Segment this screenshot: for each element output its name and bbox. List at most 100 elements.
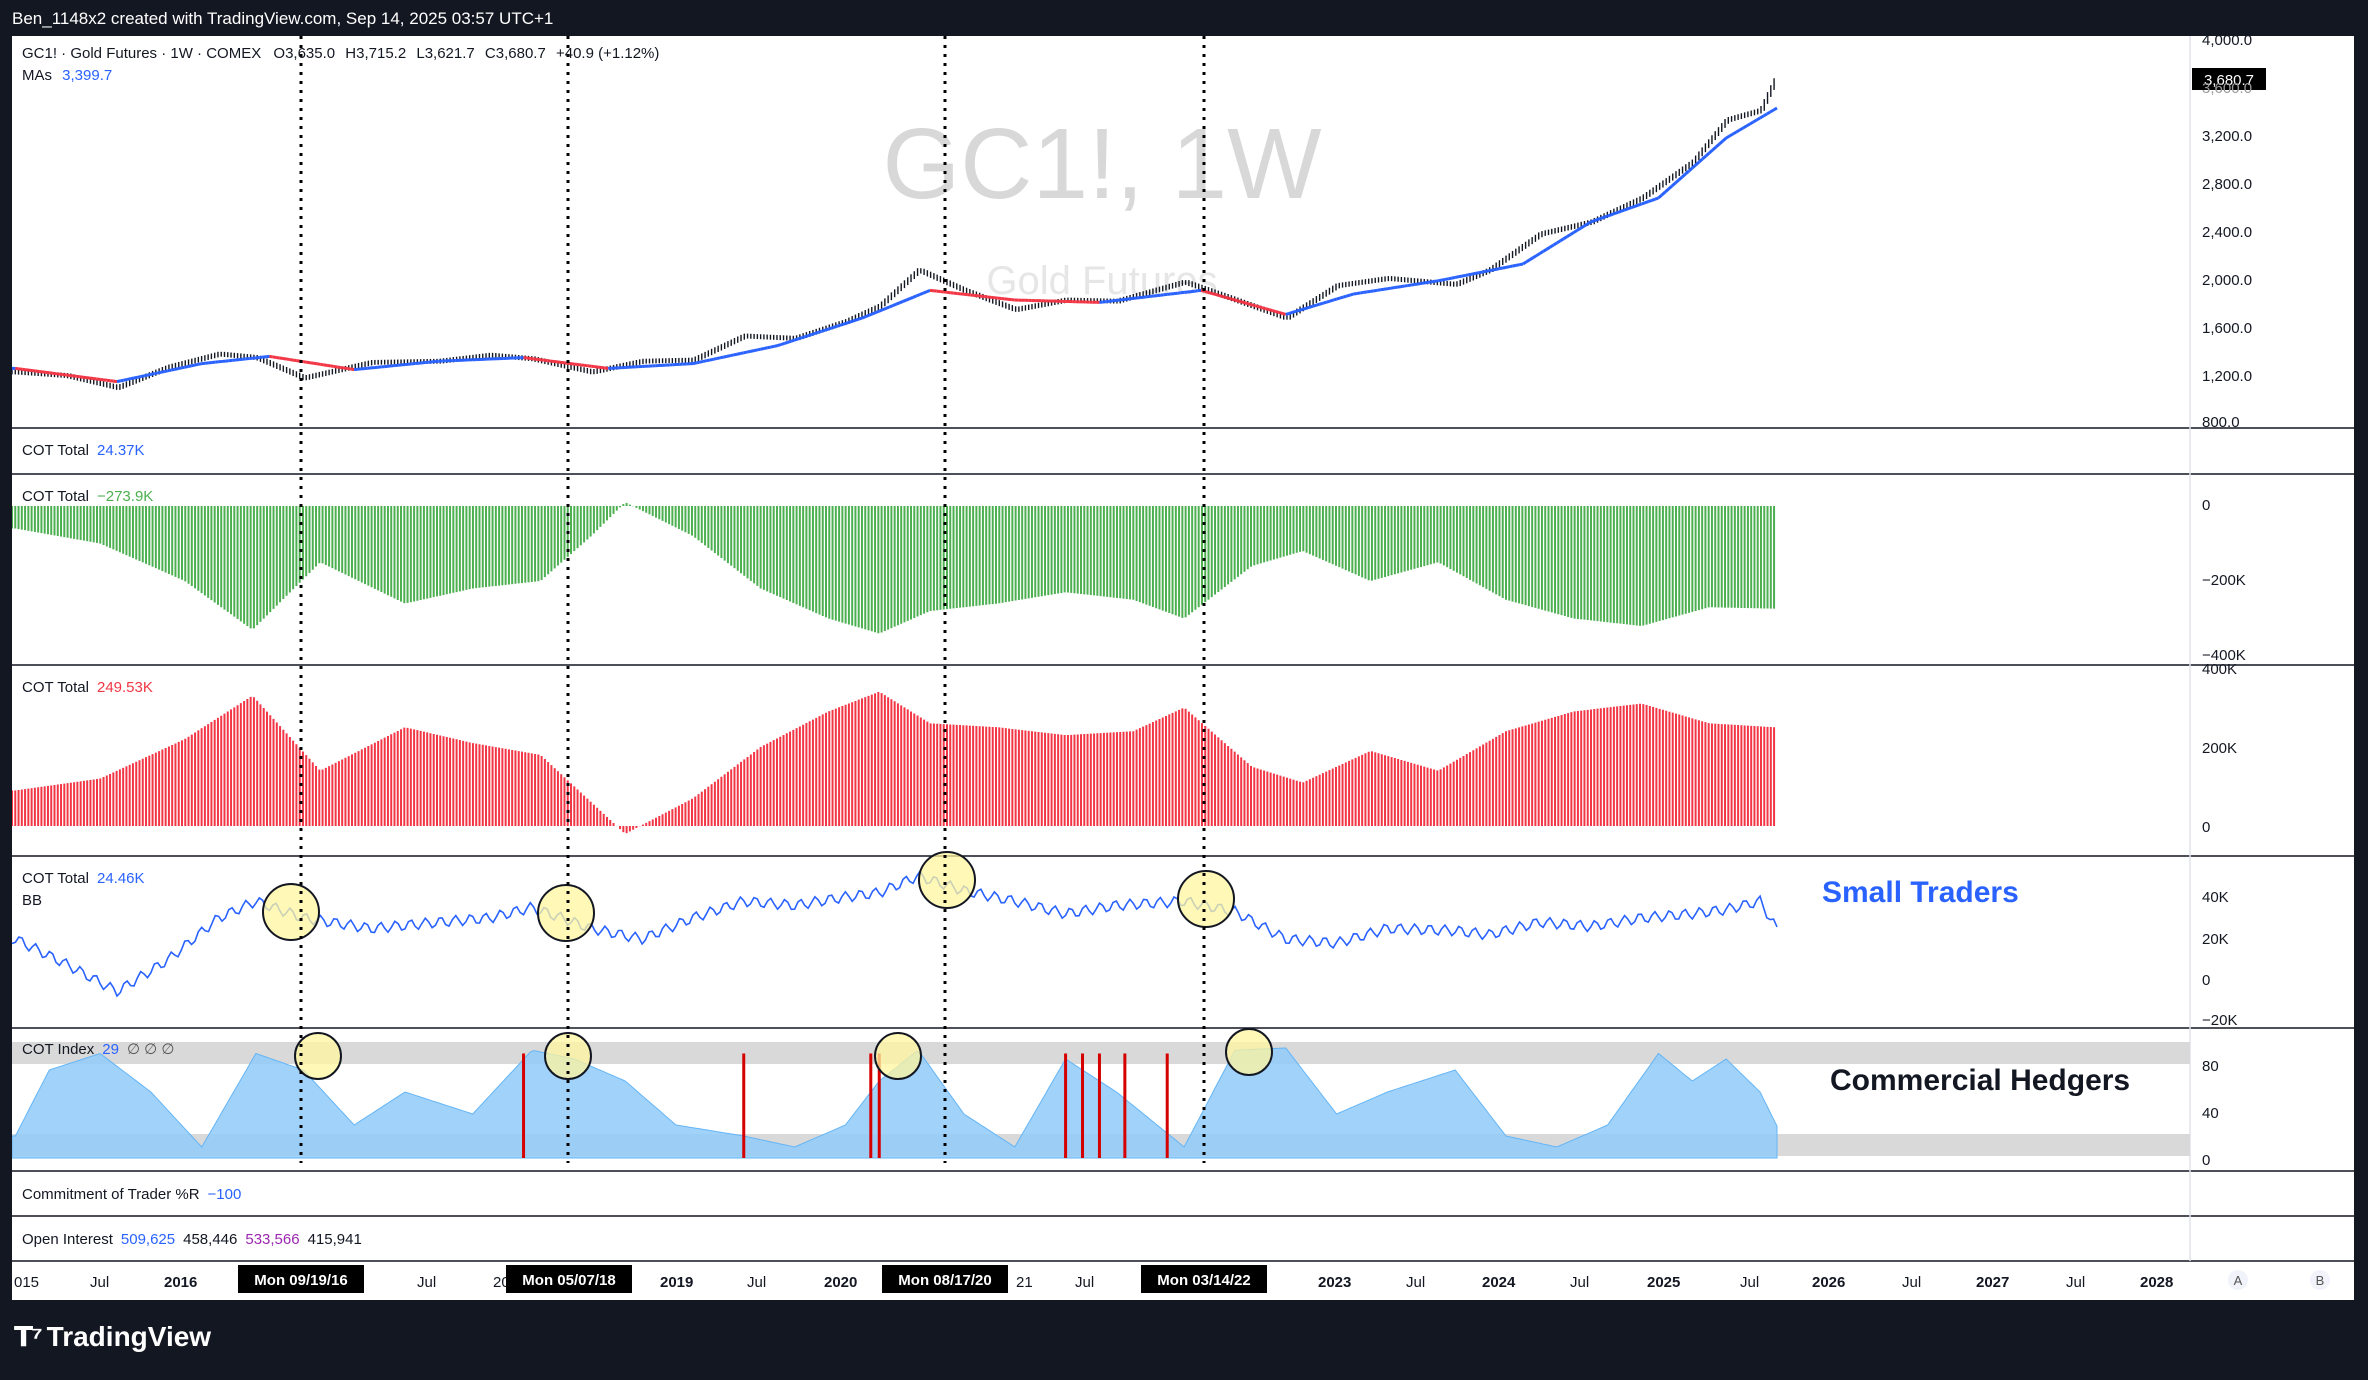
price-tick: 2,000.0 — [2202, 272, 2252, 289]
ma-segment — [1600, 215, 1605, 220]
oi-legend: Open Interest 509,625 458,446 533,566 415,94… — [22, 1231, 362, 1248]
ma-segment — [1552, 241, 1558, 247]
ma-segment — [292, 358, 297, 363]
ma-segment — [1627, 206, 1632, 211]
ma-segment — [120, 378, 125, 383]
time-tick: 2020 — [824, 1274, 857, 1291]
index-axis: 80 40 0 — [2202, 1058, 2219, 1169]
ma-segment — [140, 374, 145, 379]
cot2-label: COT Total — [22, 488, 89, 505]
commercial-hedgers-annotation: Commercial Hedgers — [1830, 1064, 2130, 1097]
ma-segment — [137, 375, 142, 379]
ma-segment — [692, 361, 697, 366]
ma-segment — [871, 311, 877, 316]
ma-segment — [1370, 289, 1375, 293]
ma-segment — [1410, 283, 1415, 287]
ma-segment — [1221, 294, 1226, 299]
ma-segment — [1424, 280, 1429, 285]
ma-segment — [313, 361, 318, 366]
scale-buttons[interactable]: A B — [2228, 1270, 2330, 1290]
ma-segment — [1519, 262, 1524, 267]
mas-value: 3,399.7 — [62, 67, 112, 84]
ma-segment — [1495, 267, 1500, 271]
ma-segment — [276, 355, 280, 360]
highlight-circles — [262, 851, 1273, 1080]
log-scale-button[interactable] — [2310, 1270, 2330, 1290]
ma-segment — [1545, 245, 1551, 251]
ma-segment — [763, 346, 768, 350]
ma-segment — [780, 341, 785, 346]
ma-segment — [1590, 219, 1595, 224]
ma-segment — [800, 335, 806, 340]
ma-segment — [1465, 273, 1470, 277]
log-scale-label: B — [2316, 1273, 2325, 1288]
ma-segment — [1607, 213, 1612, 218]
time-marker-bg — [506, 1265, 632, 1293]
highlight-circle — [918, 851, 976, 909]
price-tick: 1,600.0 — [2202, 320, 2252, 337]
ma-segment — [157, 370, 162, 375]
ma-segment — [1509, 264, 1514, 269]
tradingview-logo[interactable]: 𝗧⁷ TradingView — [14, 1320, 211, 1353]
ma-segment — [821, 328, 826, 333]
ma-segment — [1332, 297, 1338, 302]
ma-segment — [1549, 243, 1555, 249]
ma-segment — [1454, 275, 1459, 279]
ma-segment — [289, 358, 294, 362]
ma-segment — [1647, 198, 1653, 204]
time-tick: 21 — [1016, 1274, 1033, 1291]
cot1-legend: COT Total 24.37K — [22, 442, 145, 459]
ma-segment — [777, 343, 782, 348]
long-tick: 0 — [2202, 819, 2210, 836]
ma-segment — [723, 354, 728, 359]
ma-segment — [1353, 291, 1358, 296]
legend-c-label: C — [485, 45, 496, 62]
ma-segment — [1322, 300, 1327, 305]
ma-segment — [1640, 201, 1646, 206]
cot-net-layer — [12, 502, 1776, 634]
time-tick: 2024 — [1482, 1274, 1516, 1291]
ma-segment — [814, 330, 819, 335]
time-tick: Jul — [1406, 1274, 1425, 1291]
ma-segment — [1481, 269, 1486, 274]
ma-segment — [1718, 139, 1724, 146]
ma-segment — [1745, 122, 1751, 128]
legend-h: 3,715.2 — [356, 45, 406, 62]
ma-segment — [1292, 309, 1297, 314]
ma-segment — [919, 291, 924, 296]
ma-segment — [1583, 222, 1589, 228]
ma-segment — [838, 323, 843, 328]
ma-segment — [902, 298, 907, 303]
oi-label: Open Interest — [22, 1231, 114, 1248]
ma-segment — [1711, 145, 1718, 152]
ma-segment — [187, 364, 192, 368]
ma-segment — [699, 359, 704, 364]
ma-segment — [1258, 305, 1263, 310]
time-marker-bg — [238, 1265, 364, 1293]
ma-segment — [1542, 248, 1548, 253]
ma-segment — [1572, 229, 1578, 234]
ma-segment — [1681, 172, 1687, 179]
ma-segment — [1721, 136, 1728, 143]
ma-segment — [1478, 270, 1483, 275]
ma-segment — [712, 357, 717, 361]
auto-scale-button[interactable] — [2228, 1270, 2248, 1290]
ma-segment — [323, 363, 328, 367]
highlight-circle — [537, 884, 595, 942]
ma-segment — [1248, 302, 1253, 307]
ma-segment — [733, 352, 738, 357]
ma-segment — [1305, 305, 1310, 310]
ma-segment — [1637, 202, 1642, 207]
ma-segment — [834, 324, 840, 329]
chart-canvas[interactable]: GC1!, 1W Gold Futures — [12, 36, 2354, 1300]
ma-segment — [1634, 203, 1639, 208]
legend-symbol: GC1! · Gold Futures · 1W · COMEX — [22, 45, 261, 62]
ma-segment — [1458, 274, 1463, 279]
time-marker: Mon 09/19/16 — [254, 1272, 347, 1289]
ma-segment — [1725, 134, 1731, 140]
ma-segment — [1522, 260, 1528, 266]
ma-segment — [1268, 308, 1273, 313]
legend-l: 3,621.7 — [425, 45, 475, 62]
ma-segment — [1684, 169, 1690, 176]
small-traders-annotation: Small Traders — [1822, 876, 2019, 909]
